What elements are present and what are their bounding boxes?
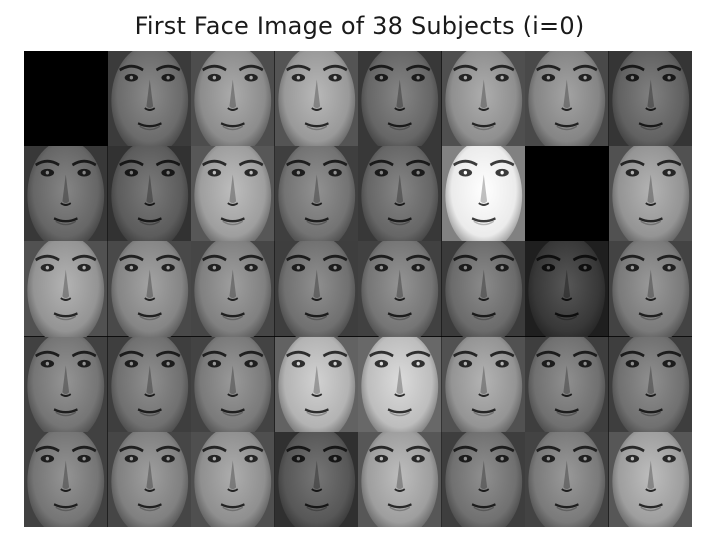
face-image [358, 431, 442, 527]
face-tile [274, 241, 358, 337]
face-image [107, 51, 191, 147]
face-image [441, 336, 525, 432]
face-tile [274, 51, 358, 147]
face-tile [24, 336, 108, 432]
face-tile [191, 241, 275, 337]
face-tile [441, 241, 525, 337]
face-image [358, 51, 442, 147]
face-image [441, 241, 525, 337]
face-tile [274, 146, 358, 242]
face-image [608, 241, 692, 337]
face-image [107, 336, 191, 432]
face-image [358, 336, 442, 432]
face-tile [441, 146, 525, 242]
face-tile [441, 431, 525, 527]
face-tile [525, 336, 609, 432]
face-image [24, 146, 108, 242]
face-tile [358, 431, 442, 527]
face-image [441, 431, 525, 527]
face-tile [191, 51, 275, 147]
face-tile [525, 431, 609, 527]
face-tile [191, 146, 275, 242]
face-tile [608, 241, 692, 337]
face-image [608, 51, 692, 147]
face-tile [107, 431, 191, 527]
face-montage-grid [24, 51, 692, 527]
face-image [274, 146, 358, 242]
face-image [191, 241, 275, 337]
face-tile [107, 241, 191, 337]
face-tile [107, 146, 191, 242]
face-tile [525, 51, 609, 147]
face-tile [24, 431, 108, 527]
face-tile [441, 51, 525, 147]
face-tile [274, 431, 358, 527]
face-tile [358, 241, 442, 337]
face-image [608, 336, 692, 432]
face-image [274, 336, 358, 432]
face-tile [525, 241, 609, 337]
face-tile [107, 336, 191, 432]
face-tile [608, 146, 692, 242]
face-image [24, 431, 108, 527]
face-image [191, 431, 275, 527]
face-image [525, 51, 609, 147]
face-tile [608, 336, 692, 432]
face-tile [358, 146, 442, 242]
face-tile [191, 336, 275, 432]
face-tile [24, 241, 108, 337]
face-image [525, 431, 609, 527]
face-image [441, 146, 525, 242]
face-image [24, 336, 108, 432]
face-image [107, 241, 191, 337]
face-image [274, 241, 358, 337]
face-image [441, 51, 525, 147]
face-tile [107, 51, 191, 147]
empty-face-tile [24, 51, 108, 147]
face-image [274, 51, 358, 147]
face-tile [608, 51, 692, 147]
face-image [525, 336, 609, 432]
face-tile [608, 431, 692, 527]
face-tile [274, 336, 358, 432]
face-tile [24, 146, 108, 242]
face-image [274, 431, 358, 527]
empty-face-tile [525, 146, 609, 242]
face-tile [358, 51, 442, 147]
face-image [608, 146, 692, 242]
face-image [107, 431, 191, 527]
face-image [358, 146, 442, 242]
face-image [525, 241, 609, 337]
face-image [608, 431, 692, 527]
face-tile [441, 336, 525, 432]
face-tile [191, 431, 275, 527]
face-image [24, 241, 108, 337]
face-image [358, 241, 442, 337]
face-image [191, 146, 275, 242]
face-image [191, 51, 275, 147]
figure-title: First Face Image of 38 Subjects (i=0) [134, 12, 585, 40]
face-image [107, 146, 191, 242]
face-tile [358, 336, 442, 432]
face-image [191, 336, 275, 432]
